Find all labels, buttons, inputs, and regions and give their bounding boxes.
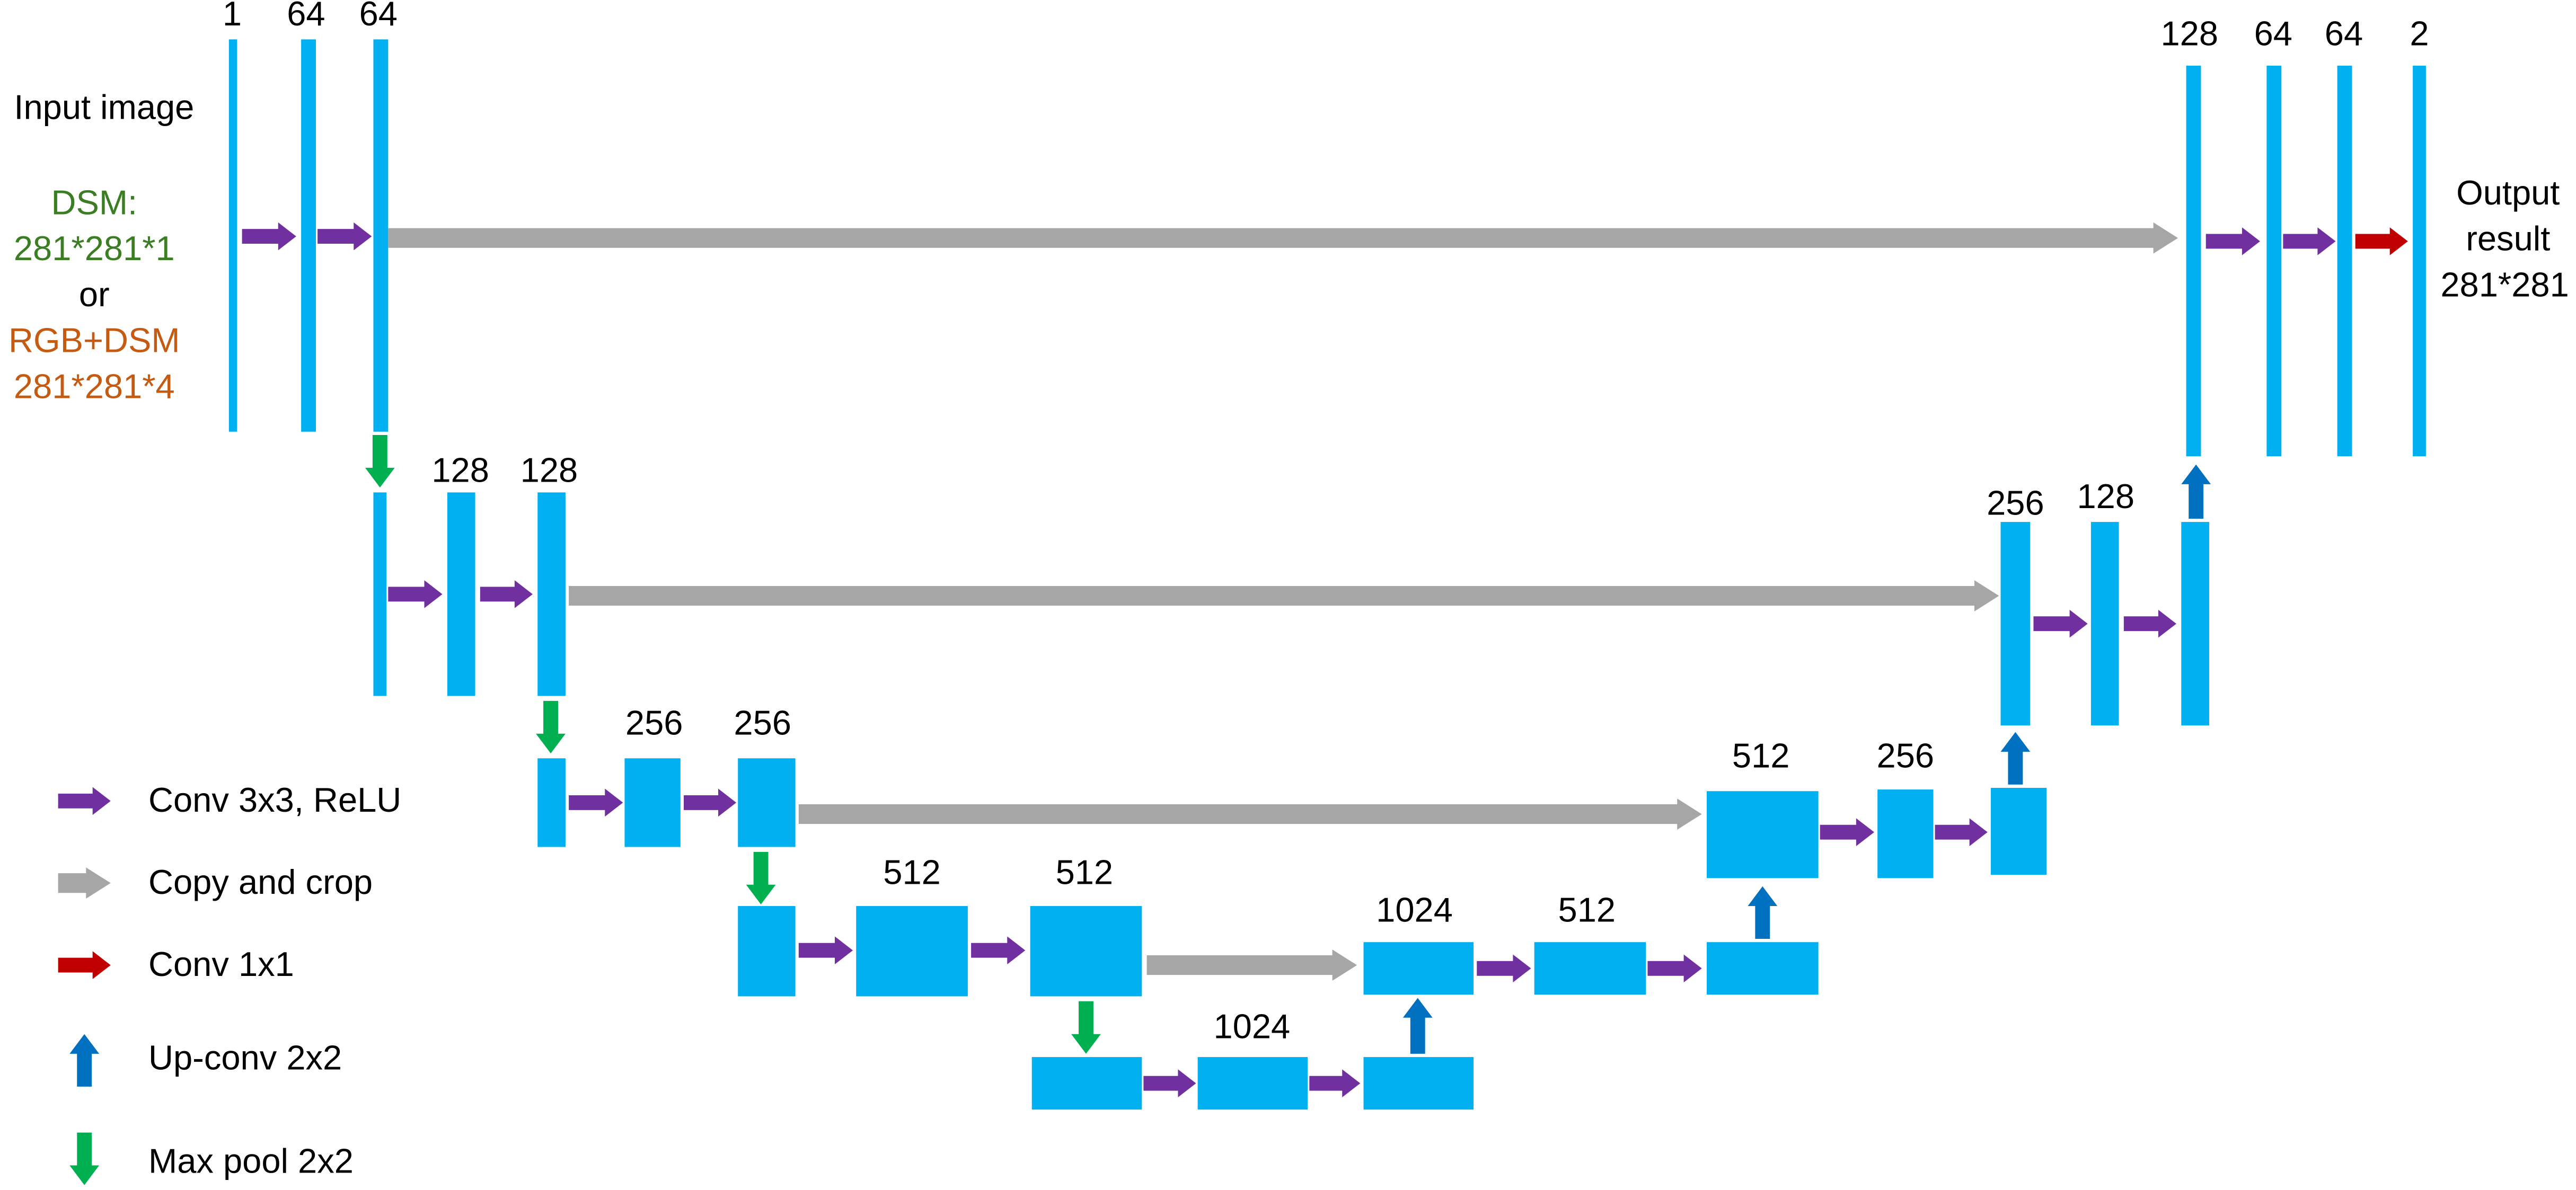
arrow (2033, 609, 2088, 638)
channel-label: 512 (1056, 852, 1114, 891)
feature-map (301, 39, 316, 432)
feature-map (2181, 522, 2209, 726)
arrow (746, 851, 776, 904)
channel-label: 2 (2410, 14, 2429, 52)
arrow (971, 936, 1026, 965)
feature-map (373, 39, 389, 432)
feature-map (1197, 1057, 1308, 1110)
arrow (388, 222, 2178, 254)
feature-map (2090, 522, 2119, 726)
output-line: result (2466, 219, 2550, 258)
channel-label: 1 (223, 0, 242, 33)
legend-label: Copy and crop (148, 863, 373, 901)
legend-label: Conv 3x3, ReLU (148, 780, 401, 819)
feature-map (2266, 65, 2282, 457)
arrow (569, 788, 623, 817)
arrow (58, 951, 111, 979)
channel-label: 128 (431, 450, 489, 489)
feature-map (624, 758, 681, 847)
channel-label: 256 (625, 703, 683, 742)
feature-map (738, 758, 796, 847)
arrow (798, 798, 1702, 830)
channel-label: 256 (734, 703, 791, 742)
feature-map (1363, 942, 1474, 995)
channel-label: 64 (287, 0, 325, 33)
channel-label: 1024 (1376, 891, 1453, 929)
feature-map (1363, 1057, 1474, 1110)
channel-label: 128 (521, 450, 578, 489)
arrow (2181, 464, 2211, 519)
channel-label: 64 (359, 0, 398, 33)
channel-label: 1024 (1213, 1007, 1290, 1046)
arrow (1935, 818, 1988, 846)
feature-map (373, 492, 387, 696)
legend-label: Conv 1x1 (148, 945, 294, 983)
feature-map (447, 492, 475, 696)
arrow (1402, 998, 1433, 1054)
feature-map (1706, 791, 1819, 878)
arrow (58, 787, 111, 815)
arrow (242, 222, 296, 251)
channel-label: 128 (2160, 14, 2218, 52)
legend-label: Max pool 2x2 (148, 1142, 354, 1180)
feature-map (1031, 1057, 1142, 1110)
legend-label: Up-conv 2x2 (148, 1038, 342, 1077)
arrow (2206, 227, 2260, 255)
arrow (58, 867, 111, 899)
output-line: Output (2456, 173, 2560, 212)
arrow (480, 580, 533, 608)
arrow (1477, 954, 1531, 983)
input-or: or (79, 275, 110, 314)
arrow (2355, 227, 2408, 255)
arrow (1647, 954, 1702, 983)
arrow (1309, 1069, 1361, 1097)
arrow (69, 1132, 100, 1185)
arrow (69, 1034, 100, 1087)
channel-label: 512 (883, 852, 941, 891)
feature-map (2413, 65, 2426, 457)
feature-map (2337, 65, 2352, 457)
arrow (365, 434, 395, 488)
feature-map (856, 906, 968, 997)
feature-map (537, 492, 566, 696)
arrow (2123, 609, 2176, 638)
arrow (1071, 1001, 1101, 1054)
arrow (569, 580, 1999, 611)
input-rgb-size: 281*281*4 (14, 367, 175, 405)
arrow (1820, 818, 1874, 846)
arrow (317, 222, 372, 251)
channel-label: 512 (1732, 736, 1790, 775)
feature-map (1534, 942, 1646, 995)
arrow (388, 580, 443, 608)
channel-label: 256 (1987, 483, 2044, 522)
arrow (683, 788, 737, 817)
arrow (798, 936, 853, 965)
arrow (536, 700, 566, 753)
input-dsm-size: 281*281*1 (14, 229, 175, 268)
channel-label: 128 (2077, 477, 2135, 516)
input-dsm: DSM: (51, 183, 137, 221)
channel-label: 64 (2254, 14, 2292, 52)
feature-map (738, 906, 796, 997)
arrow (2283, 227, 2336, 255)
feature-map (2000, 522, 2031, 726)
channel-label: 64 (2325, 14, 2363, 52)
arrow (1146, 949, 1357, 981)
channel-label: 256 (1877, 736, 1935, 775)
arrow (1748, 886, 1778, 939)
feature-map (1990, 788, 2047, 875)
input-title: Input image (14, 88, 194, 127)
arrow (1143, 1069, 1196, 1097)
feature-map (1706, 942, 1819, 995)
feature-map (2186, 65, 2201, 457)
feature-map (1877, 789, 1934, 878)
input-rgb: RGB+DSM (8, 321, 180, 360)
channel-label: 512 (1558, 891, 1616, 929)
feature-map (537, 758, 566, 847)
feature-map (228, 39, 237, 432)
feature-map (1030, 906, 1142, 997)
arrow (2000, 732, 2031, 785)
output-line: 281*281 (2440, 265, 2569, 304)
